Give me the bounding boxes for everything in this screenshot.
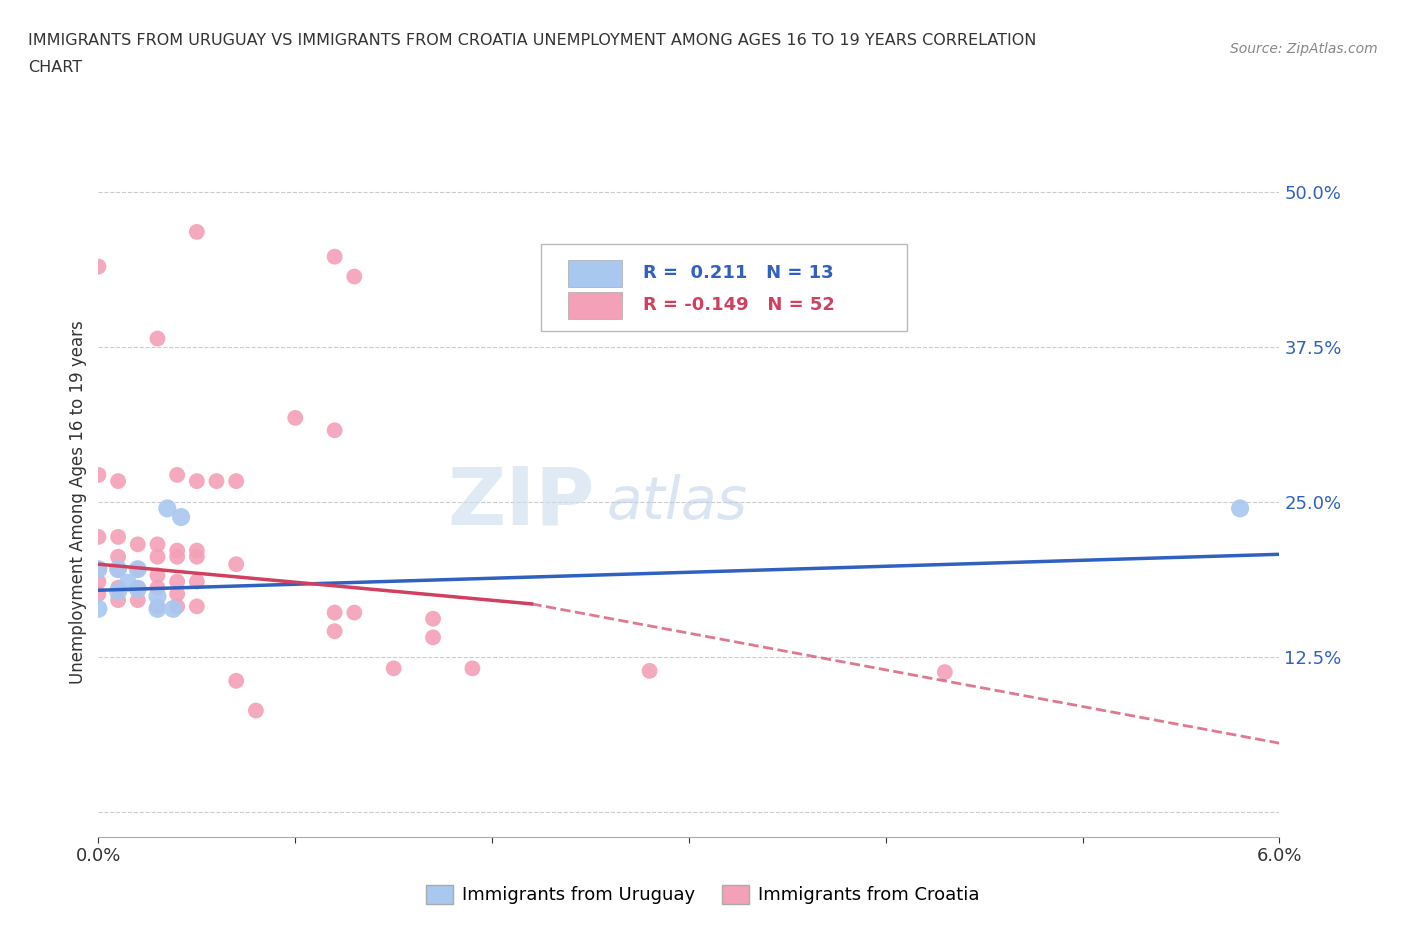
Point <box>186 550 208 565</box>
Point <box>107 592 129 607</box>
Point <box>323 605 346 620</box>
Text: R =  0.211   N = 13: R = 0.211 N = 13 <box>643 264 834 282</box>
Point <box>166 468 188 483</box>
Point <box>166 599 188 614</box>
Point <box>146 580 169 595</box>
Legend: Immigrants from Uruguay, Immigrants from Croatia: Immigrants from Uruguay, Immigrants from… <box>419 878 987 911</box>
Point <box>343 269 366 284</box>
Point <box>382 661 405 676</box>
Text: IMMIGRANTS FROM URUGUAY VS IMMIGRANTS FROM CROATIA UNEMPLOYMENT AMONG AGES 16 TO: IMMIGRANTS FROM URUGUAY VS IMMIGRANTS FR… <box>28 33 1036 47</box>
Point <box>87 259 110 274</box>
Point <box>87 562 110 577</box>
Point <box>146 602 169 617</box>
Point <box>638 663 661 678</box>
Point <box>245 703 267 718</box>
Point <box>146 537 169 551</box>
Point <box>87 468 110 483</box>
Point <box>166 550 188 565</box>
Point <box>107 473 129 488</box>
Point <box>284 410 307 425</box>
Point <box>186 599 208 614</box>
Point <box>107 584 129 599</box>
Point <box>156 501 179 516</box>
Point <box>127 581 149 596</box>
Text: R = -0.149   N = 52: R = -0.149 N = 52 <box>643 297 835 314</box>
Point <box>170 510 193 525</box>
Point <box>107 580 129 595</box>
Point <box>107 550 129 565</box>
Point <box>186 543 208 558</box>
Point <box>127 580 149 595</box>
Point <box>146 568 169 583</box>
Point <box>127 562 149 577</box>
Point <box>87 587 110 602</box>
Point <box>107 562 129 577</box>
FancyBboxPatch shape <box>541 245 907 331</box>
Point <box>146 550 169 565</box>
Point <box>117 576 139 591</box>
Point <box>225 473 247 488</box>
Point <box>107 562 129 577</box>
Point <box>323 249 346 264</box>
Point <box>186 224 208 239</box>
Point <box>934 665 956 680</box>
Point <box>87 574 110 589</box>
Point <box>186 574 208 589</box>
Point <box>205 473 228 488</box>
Point <box>87 529 110 544</box>
Bar <box>568 259 621 286</box>
Point <box>225 557 247 572</box>
Point <box>162 602 184 617</box>
Point <box>186 473 208 488</box>
Point <box>87 602 110 617</box>
Point <box>146 599 169 614</box>
Text: Source: ZipAtlas.com: Source: ZipAtlas.com <box>1230 42 1378 56</box>
Point <box>166 543 188 558</box>
Point <box>166 574 188 589</box>
Text: CHART: CHART <box>28 60 82 75</box>
Point <box>461 661 484 676</box>
Point <box>225 673 247 688</box>
Text: atlas: atlas <box>606 473 747 531</box>
Bar <box>568 292 621 319</box>
Point <box>422 630 444 644</box>
Point <box>1229 501 1251 516</box>
Point <box>146 589 169 604</box>
Point <box>107 529 129 544</box>
Point <box>166 587 188 602</box>
Point <box>127 592 149 607</box>
Point <box>422 611 444 626</box>
Point <box>323 423 346 438</box>
Point <box>323 624 346 639</box>
Point <box>127 562 149 577</box>
Point <box>87 562 110 577</box>
Point <box>146 331 169 346</box>
Point <box>127 537 149 551</box>
Y-axis label: Unemployment Among Ages 16 to 19 years: Unemployment Among Ages 16 to 19 years <box>69 320 87 684</box>
Point <box>343 605 366 620</box>
Text: ZIP: ZIP <box>447 463 595 541</box>
